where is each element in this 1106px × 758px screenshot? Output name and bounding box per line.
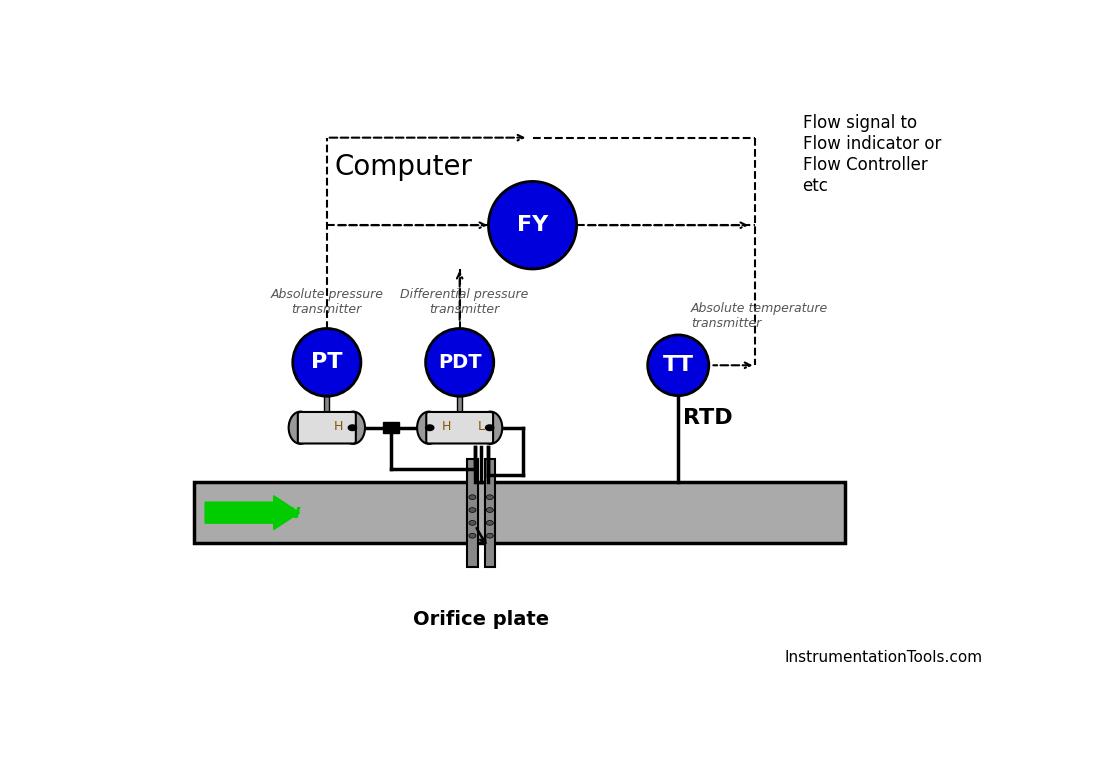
FancyBboxPatch shape xyxy=(484,459,495,567)
FancyBboxPatch shape xyxy=(467,459,478,567)
Text: H: H xyxy=(334,420,343,433)
Circle shape xyxy=(487,495,493,500)
Text: H: H xyxy=(441,420,451,433)
Text: Differential pressure
transmitter: Differential pressure transmitter xyxy=(399,288,529,315)
Text: Absolute temperature
transmitter: Absolute temperature transmitter xyxy=(691,302,828,330)
Ellipse shape xyxy=(489,181,576,269)
Circle shape xyxy=(487,508,493,512)
Text: InstrumentationTools.com: InstrumentationTools.com xyxy=(784,650,982,665)
Text: Orifice plate: Orifice plate xyxy=(413,609,550,628)
Text: L: L xyxy=(478,420,484,433)
FancyBboxPatch shape xyxy=(458,396,462,414)
Circle shape xyxy=(469,508,476,512)
Text: Gas flow: Gas flow xyxy=(207,503,301,522)
Circle shape xyxy=(486,425,493,431)
Ellipse shape xyxy=(417,412,440,444)
Text: Flow signal to
Flow indicator or
Flow Controller
etc: Flow signal to Flow indicator or Flow Co… xyxy=(803,114,941,195)
Circle shape xyxy=(469,495,476,500)
Circle shape xyxy=(348,425,356,431)
Text: TT: TT xyxy=(662,356,693,375)
FancyBboxPatch shape xyxy=(426,412,493,443)
Ellipse shape xyxy=(648,335,709,396)
FancyBboxPatch shape xyxy=(298,412,356,443)
Circle shape xyxy=(469,521,476,525)
Circle shape xyxy=(487,534,493,538)
Text: Absolute pressure
transmitter: Absolute pressure transmitter xyxy=(270,288,384,315)
Ellipse shape xyxy=(426,328,493,396)
Circle shape xyxy=(487,521,493,525)
FancyArrow shape xyxy=(205,496,300,530)
Ellipse shape xyxy=(289,412,312,444)
Text: PDT: PDT xyxy=(438,353,481,372)
Ellipse shape xyxy=(342,412,365,444)
Circle shape xyxy=(426,425,434,431)
Text: Computer: Computer xyxy=(335,153,473,181)
Ellipse shape xyxy=(293,328,361,396)
Text: FY: FY xyxy=(517,215,549,235)
FancyBboxPatch shape xyxy=(383,422,399,433)
Text: PT: PT xyxy=(311,352,343,372)
Circle shape xyxy=(469,534,476,538)
Ellipse shape xyxy=(479,412,502,444)
FancyBboxPatch shape xyxy=(194,482,845,543)
Text: RTD: RTD xyxy=(682,408,732,428)
FancyBboxPatch shape xyxy=(324,396,330,414)
